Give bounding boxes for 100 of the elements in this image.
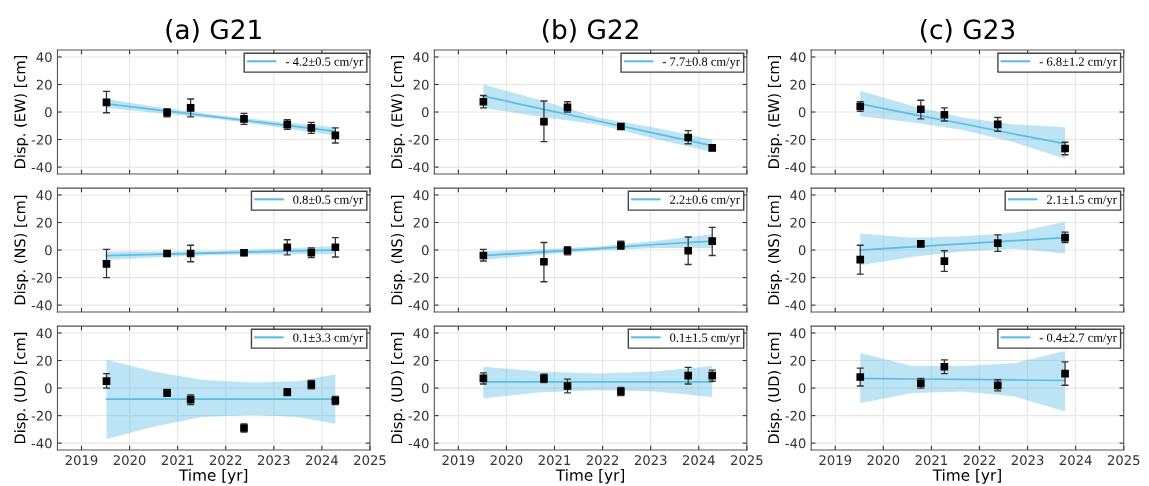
y-tick-label: 0 bbox=[798, 245, 806, 256]
x-axis-title: Time [yr] bbox=[178, 469, 248, 484]
y-tick-label: -40 bbox=[785, 300, 806, 311]
chart-title: (b) G22 bbox=[542, 18, 638, 43]
chart-title: (a) G21 bbox=[166, 18, 261, 43]
y-tick-label: 40 bbox=[36, 190, 52, 201]
y-tick-label: -40 bbox=[785, 438, 806, 449]
y-axis-title: Disp. (NS) [cm] bbox=[767, 195, 782, 305]
x-tick-label: 2022 bbox=[963, 455, 995, 466]
point bbox=[1061, 369, 1069, 378]
y-tick-label: -40 bbox=[408, 438, 429, 449]
y-axis-title: Disp. (NS) [cm] bbox=[14, 195, 29, 305]
x-tick-label: 2021 bbox=[161, 455, 194, 466]
y-tick-label: 20 bbox=[413, 217, 429, 228]
point bbox=[940, 110, 949, 119]
legend-label: 2.2±0.6 cm/yr bbox=[670, 195, 740, 207]
y-tick-label: 20 bbox=[36, 355, 52, 366]
y-tick-label: 20 bbox=[790, 217, 806, 228]
y-axis-title: Disp. (EW) [cm] bbox=[391, 55, 406, 168]
point bbox=[684, 371, 693, 380]
y-tick-label: 20 bbox=[790, 355, 806, 366]
x-tick-label: 2020 bbox=[867, 455, 900, 466]
y-tick-label: -20 bbox=[408, 134, 429, 145]
y-axis-title: Disp. (UD) [cm] bbox=[391, 332, 406, 444]
chart-title: (c) G23 bbox=[920, 18, 1015, 43]
point bbox=[856, 373, 865, 381]
point bbox=[186, 104, 195, 112]
legend-label: - 4.2±0.5 cm/yr bbox=[285, 57, 363, 69]
y-tick-label: 0 bbox=[421, 107, 429, 118]
x-tick-label: 2024 bbox=[682, 455, 715, 466]
y-tick-label: 20 bbox=[413, 79, 429, 90]
point bbox=[940, 362, 949, 371]
y-tick-label: -20 bbox=[31, 272, 52, 283]
x-tick-label: 2023 bbox=[634, 455, 667, 466]
x-tick-label: 2022 bbox=[209, 455, 242, 466]
x-tick-label: 2020 bbox=[490, 455, 523, 466]
x-tick-label: 2023 bbox=[257, 455, 290, 466]
y-tick-label: -20 bbox=[408, 410, 429, 421]
y-tick-label: 0 bbox=[421, 383, 429, 394]
y-tick-label: 20 bbox=[36, 217, 52, 228]
y-tick-label: -40 bbox=[31, 162, 52, 173]
x-tick-label: 2019 bbox=[442, 455, 475, 466]
x-tick-label: 2021 bbox=[915, 455, 947, 466]
point bbox=[307, 124, 316, 132]
point bbox=[993, 239, 1002, 247]
x-tick-label: 2019 bbox=[819, 455, 852, 466]
legend-label: - 6.8±1.2 cm/yr bbox=[1039, 57, 1117, 69]
y-tick-label: -20 bbox=[785, 272, 806, 283]
point bbox=[283, 243, 292, 252]
x-tick-label: 2019 bbox=[65, 455, 98, 466]
y-axis-title: Disp. (EW) [cm] bbox=[767, 55, 782, 168]
y-tick-label: 40 bbox=[36, 328, 52, 339]
y-tick-label: -20 bbox=[408, 272, 429, 283]
y-tick-label: -40 bbox=[408, 300, 429, 311]
y-tick-label: -40 bbox=[408, 162, 429, 173]
y-tick-label: -20 bbox=[785, 410, 806, 421]
x-tick-label: 2025 bbox=[354, 455, 386, 466]
y-tick-label: 40 bbox=[790, 190, 806, 201]
point bbox=[684, 246, 693, 255]
point bbox=[540, 257, 548, 266]
y-tick-label: -20 bbox=[31, 134, 52, 145]
legend-label: - 7.7±0.8 cm/yr bbox=[662, 57, 740, 69]
y-axis-title: Disp. (UD) [cm] bbox=[767, 332, 782, 444]
point bbox=[102, 377, 111, 386]
y-tick-label: 40 bbox=[790, 52, 806, 63]
y-tick-label: 40 bbox=[413, 52, 429, 63]
legend-label: 0.1±1.5 cm/yr bbox=[670, 333, 740, 345]
point bbox=[993, 120, 1002, 129]
y-tick-label: 40 bbox=[413, 190, 429, 201]
y-tick-label: -40 bbox=[31, 300, 52, 311]
y-tick-label: 0 bbox=[45, 107, 52, 118]
point bbox=[102, 259, 111, 268]
point bbox=[563, 382, 572, 390]
y-tick-label: 40 bbox=[36, 52, 52, 63]
x-axis-title: Time [yr] bbox=[555, 469, 625, 484]
y-axis-title: Disp. (EW) [cm] bbox=[14, 55, 29, 168]
x-tick-label: 2025 bbox=[1107, 455, 1140, 466]
y-tick-label: -20 bbox=[785, 134, 806, 145]
x-tick-label: 2022 bbox=[586, 455, 619, 466]
legend-label: 2.1±1.5 cm/yr bbox=[1047, 195, 1117, 207]
y-tick-label: 20 bbox=[413, 355, 429, 366]
legend-label: - 0.4±2.7 cm/yr bbox=[1039, 333, 1117, 345]
y-axis-title: Disp. (UD) [cm] bbox=[14, 332, 29, 444]
point bbox=[479, 97, 488, 106]
point bbox=[916, 105, 925, 114]
point bbox=[540, 117, 548, 126]
y-tick-label: 0 bbox=[421, 245, 429, 256]
y-tick-label: 20 bbox=[36, 79, 52, 90]
y-tick-label: 0 bbox=[45, 245, 52, 256]
y-tick-label: 40 bbox=[790, 328, 806, 339]
y-tick-label: -20 bbox=[31, 410, 52, 421]
x-tick-label: 2024 bbox=[306, 455, 338, 466]
y-axis-title: Disp. (NS) [cm] bbox=[391, 195, 406, 305]
x-tick-label: 2023 bbox=[1011, 455, 1044, 466]
x-tick-label: 2021 bbox=[538, 455, 571, 466]
x-tick-label: 2024 bbox=[1059, 455, 1092, 466]
y-tick-label: 0 bbox=[798, 107, 806, 118]
x-tick-label: 2025 bbox=[731, 455, 763, 466]
point bbox=[684, 133, 693, 142]
y-tick-label: 0 bbox=[798, 383, 806, 394]
